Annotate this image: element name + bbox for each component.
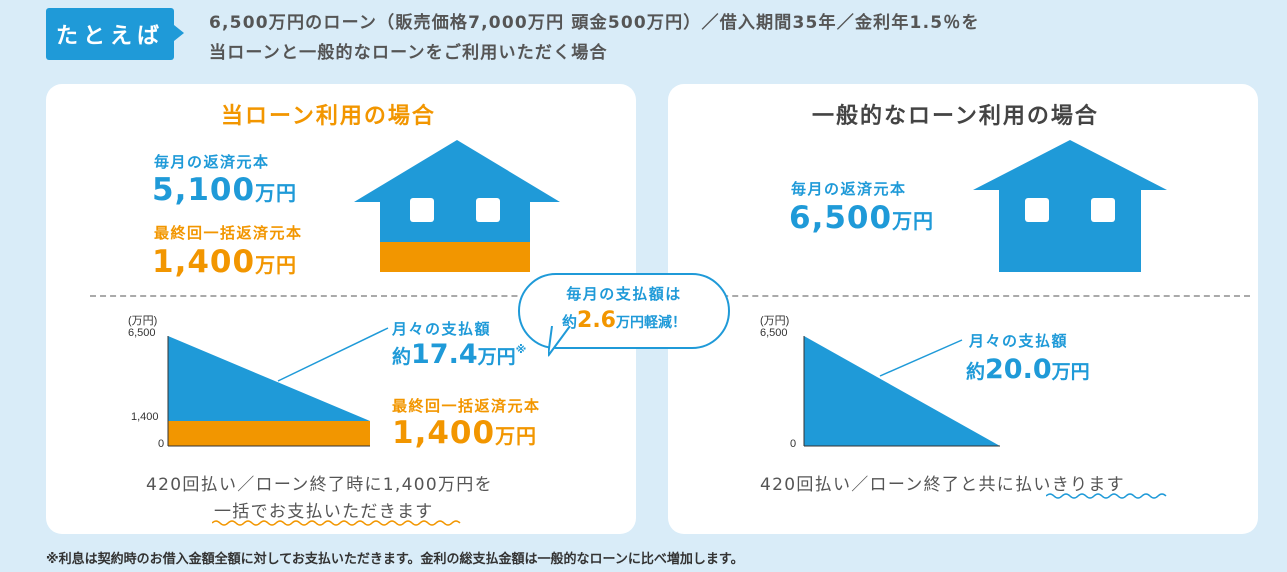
bubble-line-2: 約2.6万円軽減！ [520, 308, 728, 333]
left-chart-lump-label: 最終回一括返済元本 [392, 397, 541, 415]
right-tick-zero: 0 [790, 438, 797, 450]
left-monthly-payment-value: 17.4 [411, 339, 478, 370]
right-note-plain: 420回払い／ローン終了と共に [760, 475, 1016, 495]
left-tick-top: 6,500 [128, 327, 156, 339]
left-repayment-chart [167, 327, 389, 447]
left-chart-unit: (万円) [128, 315, 158, 327]
left-tick-zero: 0 [158, 438, 165, 450]
left-monthly-payment-unit: 万円 [477, 346, 516, 368]
left-callout-line [277, 327, 389, 382]
left-monthly-principal-unit: 万円 [255, 181, 298, 205]
left-final-lump-unit: 万円 [255, 253, 298, 277]
left-monthly-payment-label: 月々の支払額 [392, 320, 492, 338]
left-final-lump-value: 1,400 [152, 244, 256, 280]
right-monthly-principal-value: 6,500 [789, 200, 893, 236]
right-note-emph: 払いきります [1015, 475, 1125, 495]
left-chart-lump-bar [168, 421, 370, 446]
footnote: ※利息は契約時のお借入金額全額に対してお支払いただきます。金利の総支払金額は一般… [46, 552, 744, 567]
house-icon [354, 140, 560, 272]
bubble-suffix: 万円軽減！ [616, 315, 686, 331]
left-note-line-1: 420回払い／ローン終了時に1,400万円を [146, 475, 493, 495]
left-chart-lump-value: 1,400 [392, 415, 496, 451]
right-monthly-principal-label: 毎月の返済元本 [791, 180, 907, 198]
left-monthly-payment-amount: 約17.4万円※ [392, 341, 526, 368]
panel-general-loan [668, 84, 1258, 534]
right-chart-unit: (万円) [760, 315, 790, 327]
right-monthly-payment-unit: 万円 [1051, 361, 1090, 383]
wavy-underline-icon [1046, 493, 1167, 499]
left-chart-lump-unit: 万円 [495, 424, 538, 448]
house-icon [973, 140, 1167, 272]
left-monthly-payment-mark: ※ [515, 343, 527, 356]
right-repayment-chart [803, 336, 1000, 447]
example-tag-label: たとえば [55, 24, 164, 49]
bubble-value: 2.6 [577, 308, 616, 333]
left-monthly-payment-prefix: 約 [392, 346, 412, 368]
tag-arrow-icon [174, 25, 184, 41]
right-monthly-payment-label: 月々の支払額 [969, 332, 1069, 350]
left-monthly-principal-label: 毎月の返済元本 [154, 153, 270, 171]
left-final-lump-amount: 1,400万円 [152, 247, 297, 278]
left-note-line-2: 一括でお支払いただきます [214, 502, 434, 522]
right-callout-line [879, 339, 963, 377]
left-final-lump-label: 最終回一括返済元本 [154, 224, 303, 242]
example-tag: たとえば [46, 8, 174, 60]
left-tick-mid: 1,400 [131, 411, 159, 423]
left-monthly-principal-amount: 5,100万円 [152, 175, 297, 206]
scenario-line-1: 6,500万円のローン（販売価格7,000万円 頭金500万円）／借入期間35年… [209, 13, 980, 33]
right-monthly-payment-value: 20.0 [985, 354, 1052, 385]
bubble-tail-icon [548, 326, 571, 357]
scenario-line-2: 当ローンと一般的なローンをご利用いただく場合 [209, 43, 608, 63]
wavy-underline-icon [212, 520, 461, 526]
right-monthly-payment-amount: 約20.0万円 [966, 356, 1090, 383]
left-chart-lump-amount: 1,400万円 [392, 418, 537, 449]
right-monthly-payment-prefix: 約 [966, 361, 986, 383]
right-tick-top: 6,500 [760, 327, 788, 339]
right-monthly-principal-unit: 万円 [892, 209, 935, 233]
right-chart-principal-area [804, 336, 1000, 446]
right-panel-title: 一般的なローン利用の場合 [812, 104, 1099, 129]
right-note: 420回払い／ローン終了と共に払いきります [760, 470, 1125, 495]
left-monthly-principal-value: 5,100 [152, 172, 256, 208]
bubble-line-1: 毎月の支払額は [566, 285, 682, 303]
left-chart-principal-area [168, 336, 370, 421]
right-monthly-principal-amount: 6,500万円 [789, 203, 934, 234]
left-panel-title: 当ローン利用の場合 [221, 104, 436, 129]
